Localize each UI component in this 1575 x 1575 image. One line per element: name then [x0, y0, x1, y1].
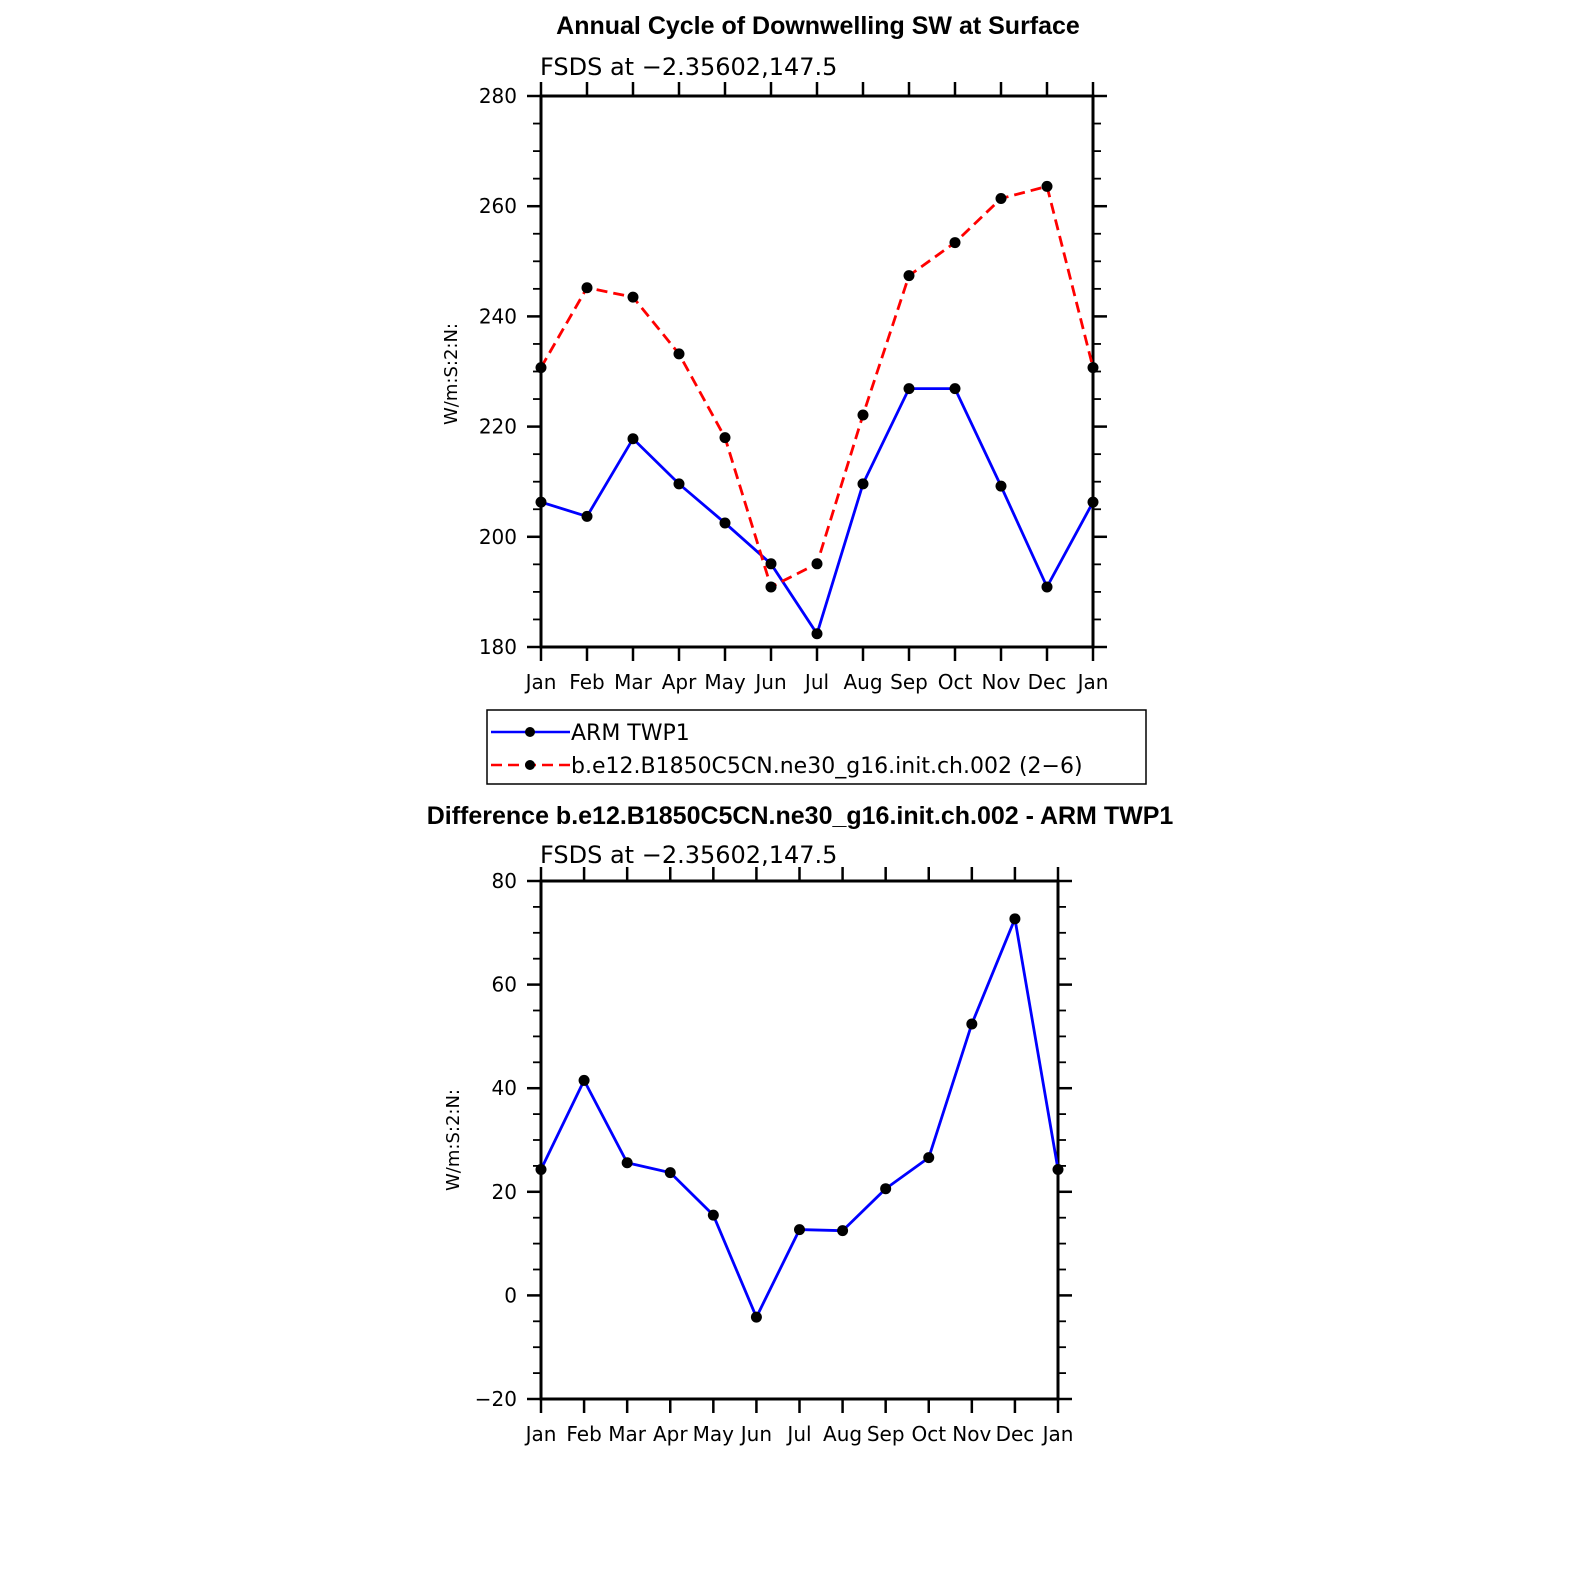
x-tick-label: Jan	[524, 1422, 557, 1446]
y-tick-label: 240	[479, 304, 517, 328]
data-point	[535, 496, 547, 508]
data-point	[535, 1164, 547, 1176]
y-tick-label: 280	[479, 84, 517, 108]
x-tick-label: Sep	[890, 670, 928, 694]
data-point	[581, 510, 593, 522]
y-tick-label: 40	[492, 1076, 517, 1100]
x-tick-label: Mar	[608, 1422, 647, 1446]
data-point	[949, 237, 961, 249]
data-point	[581, 282, 593, 294]
data-point	[1041, 581, 1053, 593]
data-point	[621, 1157, 633, 1169]
data-point	[966, 1018, 978, 1030]
y-tick-label: 20	[492, 1180, 517, 1204]
data-point	[719, 432, 731, 444]
chart-title: Difference b.e12.B1850C5CN.ne30_g16.init…	[427, 802, 1174, 830]
y-tick-label: 180	[479, 635, 517, 659]
data-point	[880, 1183, 892, 1195]
data-point	[903, 383, 915, 395]
legend-label-model: b.e12.B1850C5CN.ne30_g16.init.ch.002 (2−…	[571, 754, 1083, 779]
x-tick-label: Aug	[843, 670, 882, 694]
x-tick-label: Jun	[753, 670, 786, 694]
x-tick-label: Jan	[1076, 670, 1109, 694]
x-tick-label: Oct	[938, 670, 973, 694]
x-tick-label: Oct	[911, 1422, 946, 1446]
x-tick-label: May	[704, 670, 746, 694]
x-tick-label: Mar	[614, 670, 653, 694]
series-line	[539, 913, 1060, 1321]
x-tick-label: Aug	[823, 1422, 862, 1446]
data-point	[627, 433, 639, 445]
y-tick-label: −20	[475, 1387, 517, 1411]
data-point	[794, 1224, 805, 1236]
chart-subtitle: FSDS at −2.35602,147.5	[540, 841, 837, 869]
data-point	[857, 478, 869, 490]
x-tick-label: Apr	[653, 1422, 688, 1446]
x-tick-label: Feb	[569, 670, 604, 694]
y-tick-label: 220	[479, 415, 517, 439]
plot-area: 180 200 220 240 260 280 Jan Feb Mar Apr May Jun Jul A…	[479, 82, 1109, 694]
y-tick-label: 260	[479, 194, 517, 218]
x-tick-label: Apr	[662, 670, 697, 694]
plot-area: −20 0 20 40 60 80 Jan Feb Mar Apr May Jun Jul Aug Sep O…	[475, 867, 1074, 1446]
data-point	[673, 478, 685, 490]
y-axis-label: W/m:S:2:N:	[443, 1089, 464, 1191]
data-point	[719, 517, 731, 529]
annual-cycle-chart: Annual Cycle of Downwelling SW at Surfac…	[441, 12, 1147, 785]
data-point	[1041, 180, 1053, 192]
y-tick-label: 60	[492, 973, 517, 997]
data-point	[811, 628, 823, 640]
data-point	[578, 1074, 590, 1086]
data-point	[664, 1167, 676, 1179]
legend-box	[486, 709, 1147, 785]
data-point	[923, 1152, 935, 1164]
x-tick-label: Jun	[739, 1422, 772, 1446]
data-point	[765, 581, 777, 593]
data-point	[535, 362, 547, 374]
data-point	[995, 480, 1007, 492]
chart-title: Annual Cycle of Downwelling SW at Surfac…	[556, 12, 1080, 40]
y-tick-label: 0	[504, 1283, 517, 1307]
x-tick-label: Sep	[867, 1422, 905, 1446]
data-point	[857, 409, 869, 421]
difference-chart: Difference b.e12.B1850C5CN.ne30_g16.init…	[427, 802, 1174, 1446]
legend-marker-arm	[525, 727, 535, 737]
series-line	[539, 184, 1095, 589]
legend-label-arm: ARM TWP1	[571, 721, 690, 746]
y-tick-label: 80	[492, 869, 517, 893]
legend: ARM TWP1 b.e12.B1850C5CN.ne30_g16.init.c…	[486, 709, 1147, 785]
data-point	[1009, 913, 1021, 925]
plot-frame	[539, 879, 1060, 1401]
x-tick-label: Jan	[524, 670, 557, 694]
data-point	[811, 558, 823, 570]
data-point	[673, 348, 685, 360]
data-point	[1087, 362, 1099, 374]
x-tick-label: Jul	[803, 670, 829, 694]
data-point	[949, 383, 961, 395]
data-point	[707, 1209, 719, 1221]
y-axis-label: W/m:S:2:N:	[441, 323, 462, 425]
x-tick-label: Jul	[785, 1422, 811, 1446]
data-point	[995, 192, 1007, 204]
x-tick-label: Jan	[1041, 1422, 1074, 1446]
data-point	[837, 1225, 849, 1237]
series-line	[540, 387, 1095, 638]
data-point	[750, 1311, 762, 1323]
y-tick-label: 200	[479, 525, 517, 549]
chart-subtitle: FSDS at −2.35602,147.5	[540, 53, 837, 81]
x-tick-label: Feb	[566, 1422, 601, 1446]
legend-marker-model	[525, 760, 535, 770]
data-point	[765, 558, 777, 570]
data-point	[1087, 496, 1099, 508]
data-point	[627, 291, 639, 303]
data-point	[1052, 1164, 1064, 1176]
data-point	[903, 270, 915, 282]
x-tick-label: Dec	[1028, 670, 1067, 694]
x-tick-label: Nov	[952, 1422, 991, 1446]
x-tick-label: Dec	[996, 1422, 1035, 1446]
x-tick-label: May	[693, 1422, 735, 1446]
x-tick-label: Nov	[981, 670, 1020, 694]
